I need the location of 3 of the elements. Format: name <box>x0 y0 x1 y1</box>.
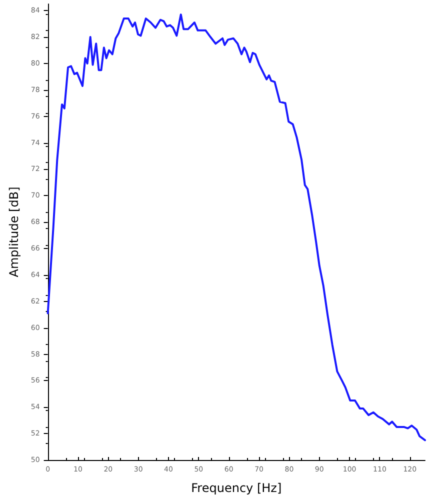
line-series <box>46 14 426 442</box>
y-axis-title: Amplitude [dB] <box>7 186 21 278</box>
x-axis-title: Frequency [Hz] <box>191 481 282 495</box>
